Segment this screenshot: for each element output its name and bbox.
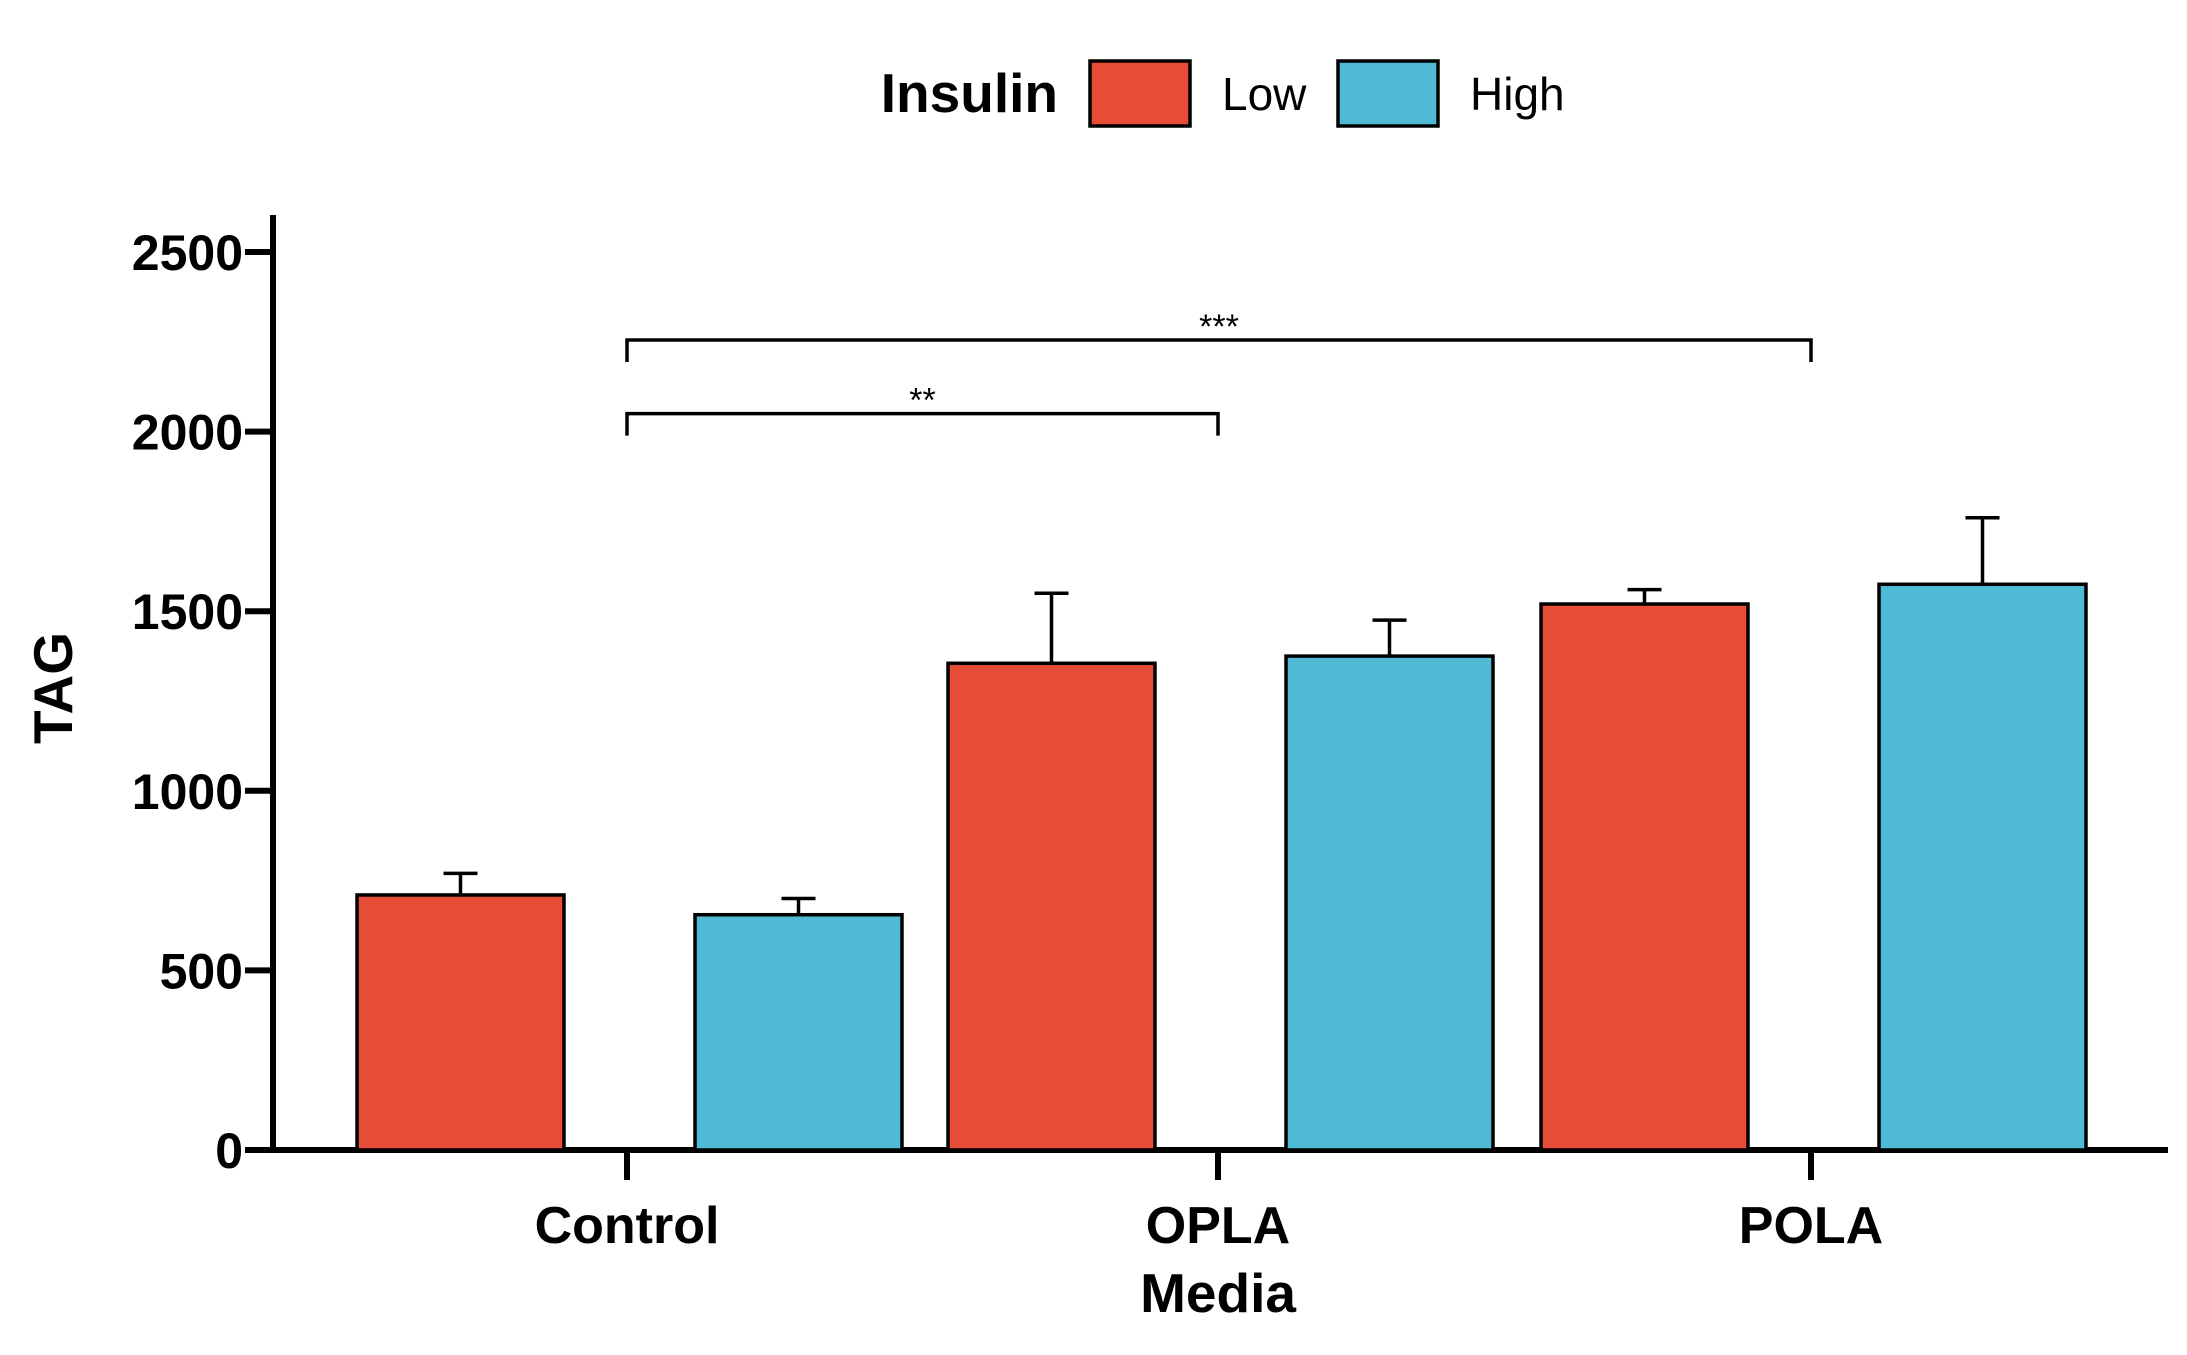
x-axis-label: Media (1140, 1262, 1296, 1324)
x-tick-label: POLA (1739, 1197, 1883, 1255)
bar (1539, 602, 1750, 1152)
y-tick-label: 2500 (132, 225, 243, 281)
y-tick-label: 1500 (132, 584, 243, 640)
x-tick-label: OPLA (1146, 1197, 1290, 1255)
legend-swatch (1336, 59, 1440, 128)
legend-label: High (1470, 68, 1565, 120)
axes-group: 0 500 1000 1500 2000 2500 Control OPLA POLA (132, 215, 2168, 1255)
legend: Insulin Low High (881, 59, 1565, 128)
significance-label: ** (909, 382, 935, 420)
y-tick-label: 500 (160, 943, 243, 999)
error-bars-group (443, 516, 2000, 915)
bar (355, 893, 566, 1152)
bar (693, 912, 904, 1152)
significance-bracket (625, 411, 1220, 436)
significance-bracket (625, 338, 1813, 363)
significance-group: ***** (625, 308, 1813, 436)
bar (1877, 582, 2088, 1152)
bar (946, 661, 1157, 1152)
y-tick-label: 2000 (132, 405, 243, 461)
y-tick-label: 1000 (132, 764, 243, 820)
legend-title: Insulin (881, 62, 1058, 124)
bar (1284, 654, 1495, 1152)
x-tick-label: Control (535, 1197, 720, 1255)
legend-swatch (1088, 59, 1192, 128)
legend-label: Low (1222, 68, 1307, 120)
significance-label: *** (1199, 308, 1239, 346)
bars-group (355, 582, 2088, 1152)
y-tick-label: 0 (215, 1123, 243, 1179)
y-axis-label: TAG (22, 632, 84, 744)
